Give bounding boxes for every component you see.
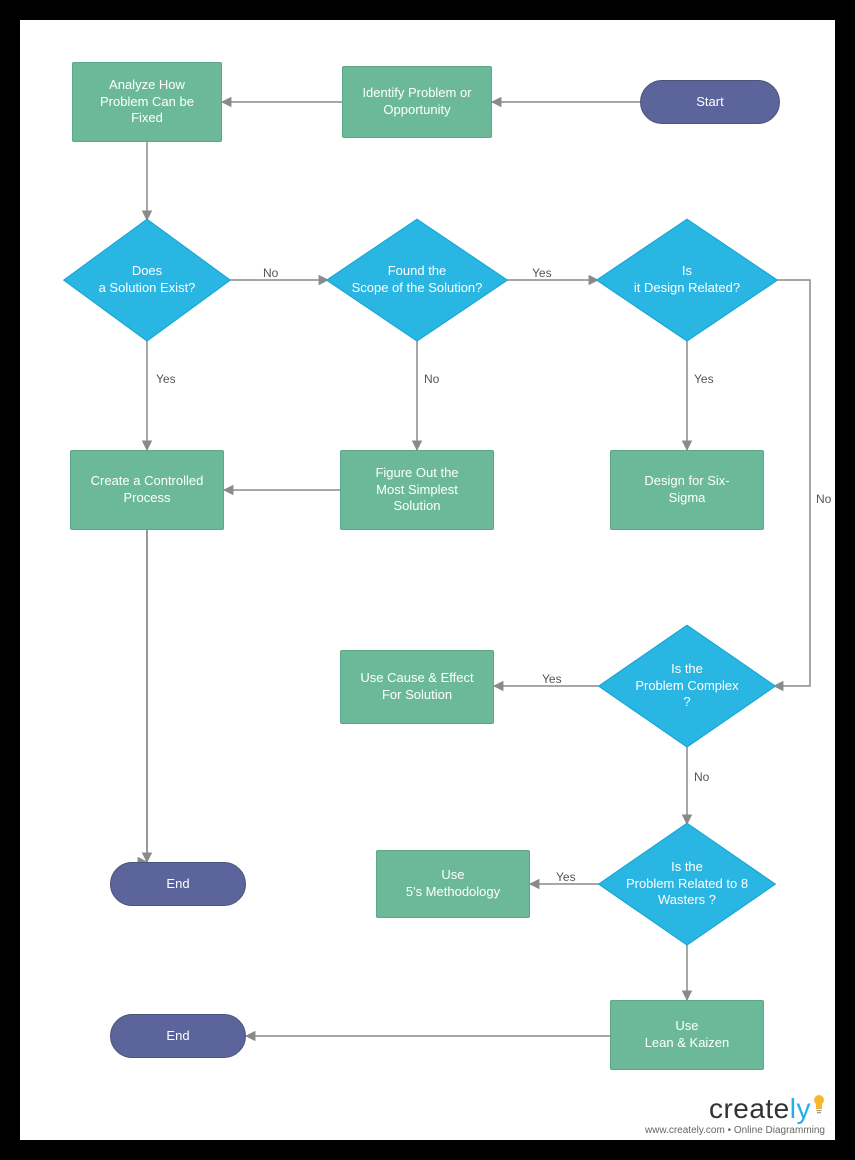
edge-label: Yes	[532, 266, 552, 280]
edge-label: No	[694, 770, 709, 784]
footer-tagline: www.creately.com • Online Diagramming	[645, 1125, 825, 1136]
brand-prefix: create	[709, 1093, 790, 1124]
edge-label: No	[816, 492, 831, 506]
brand-suffix: ly	[790, 1093, 811, 1124]
edge-label: Yes	[694, 372, 714, 386]
node-label: Is theProblem Related to 8Wasters ?	[600, 824, 774, 944]
process-node: Create a ControlledProcess	[70, 450, 224, 530]
edge-label: Yes	[556, 870, 576, 884]
process-node: Use5's Methodology	[376, 850, 530, 918]
decision-node: Found theScope of the Solution?	[328, 220, 506, 340]
decision-node: Is theProblem Related to 8Wasters ?	[600, 824, 774, 944]
outer-frame: Start Identify Problem orOpportunity Analy…	[0, 0, 855, 1160]
terminal-node: End	[110, 1014, 246, 1058]
node-label: Found theScope of the Solution?	[328, 220, 506, 340]
footer: creately www.creately.com • Online Diagr…	[645, 1093, 825, 1136]
process-node: Analyze HowProblem Can beFixed	[72, 62, 222, 142]
edge-label: Yes	[542, 672, 562, 686]
process-node: Figure Out theMost SimplestSolution	[340, 450, 494, 530]
decision-node: Doesa Solution Exist?	[65, 220, 229, 340]
terminal-node: End	[110, 862, 246, 906]
brand-logo: creately	[645, 1093, 825, 1125]
edge-label: Yes	[156, 372, 176, 386]
edge-label: No	[263, 266, 278, 280]
edges-layer	[20, 20, 835, 1140]
edge	[774, 280, 810, 686]
node-label: Isit Design Related?	[598, 220, 776, 340]
flowchart-canvas: Start Identify Problem orOpportunity Analy…	[20, 20, 835, 1140]
node-label: Is theProblem Complex?	[600, 626, 774, 746]
terminal-node: Start	[640, 80, 780, 124]
edge-label: No	[424, 372, 439, 386]
bulb-icon	[813, 1093, 825, 1115]
process-node: Design for Six-Sigma	[610, 450, 764, 530]
process-node: Use Cause & EffectFor Solution	[340, 650, 494, 724]
decision-node: Is theProblem Complex?	[600, 626, 774, 746]
node-label: Doesa Solution Exist?	[65, 220, 229, 340]
process-node: UseLean & Kaizen	[610, 1000, 764, 1070]
process-node: Identify Problem orOpportunity	[342, 66, 492, 138]
decision-node: Isit Design Related?	[598, 220, 776, 340]
